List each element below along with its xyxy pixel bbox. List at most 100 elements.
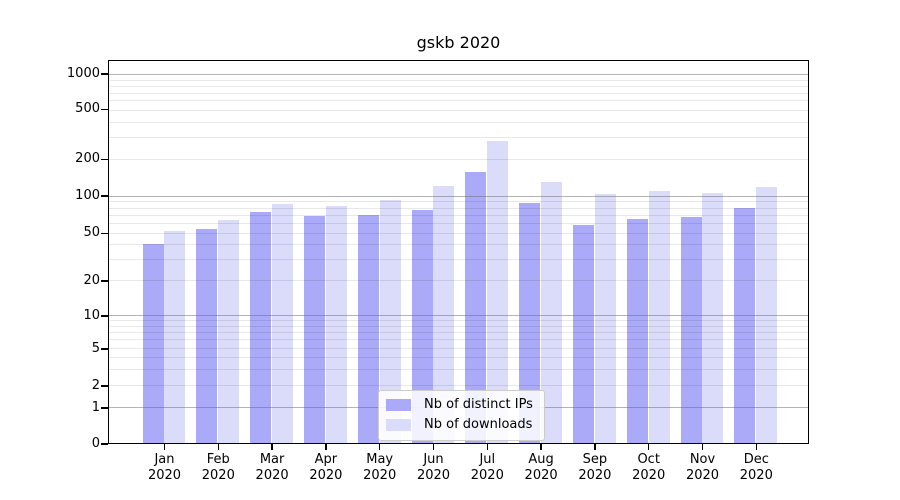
major-gridline	[109, 195, 808, 197]
y-tick-mark	[101, 385, 108, 387]
legend-swatch-distinct-ips	[386, 398, 411, 412]
y-tick-mark	[101, 315, 108, 317]
bar-distinct-ips-sep	[573, 224, 594, 443]
chart-title: gskb 2020	[416, 33, 501, 52]
minor-gridline	[109, 244, 808, 246]
y-tick-label: 2	[91, 378, 100, 394]
y-tick-mark	[101, 195, 108, 197]
minor-gridline	[109, 384, 808, 386]
minor-gridline	[109, 339, 808, 341]
bar-distinct-ips-dec	[734, 208, 756, 443]
minor-gridline	[109, 109, 808, 111]
x-tick-mark	[755, 444, 758, 450]
y-tick-label: 200	[75, 151, 100, 167]
minor-gridline	[109, 320, 808, 322]
y-tick-label: 1000	[66, 66, 100, 82]
x-tick-label: May 2020	[363, 452, 397, 483]
x-tick-label: Mar 2020	[255, 452, 289, 483]
legend-item-downloads: Nb of downloads	[386, 415, 538, 435]
bar-downloads-dec	[756, 187, 778, 443]
bar-distinct-ips-may	[357, 215, 379, 443]
x-tick-mark	[432, 444, 435, 450]
bar-downloads-sep	[594, 193, 616, 443]
minor-gridline	[109, 201, 808, 203]
y-tick-mark	[101, 108, 108, 111]
bar-distinct-ips-nov	[680, 216, 702, 443]
x-tick-label: Sep 2020	[578, 452, 612, 483]
legend-item-distinct-ips: Nb of distinct IPs	[386, 395, 538, 415]
minor-gridline	[109, 214, 808, 216]
bar-downloads-jul	[487, 140, 509, 443]
major-gridline	[109, 74, 808, 76]
minor-gridline	[109, 100, 808, 102]
minor-gridline	[109, 121, 808, 123]
plot-area	[108, 60, 809, 444]
minor-gridline	[109, 325, 808, 327]
bar-distinct-ips-apr	[304, 216, 325, 443]
x-tick-label: Feb 2020	[201, 452, 235, 483]
y-tick-mark	[101, 348, 108, 350]
x-tick-mark	[647, 444, 650, 450]
minor-gridline	[109, 79, 808, 81]
legend-label-distinct-ips: Nb of distinct IPs	[424, 397, 533, 412]
x-tick-mark	[540, 444, 542, 450]
legend: Nb of distinct IPs Nb of downloads	[378, 390, 545, 441]
y-tick-label: 10	[83, 308, 100, 323]
minor-gridline	[109, 259, 808, 261]
bar-distinct-ips-mar	[250, 212, 272, 443]
y-tick-label: 100	[75, 188, 100, 203]
bar-downloads-jun	[433, 186, 455, 443]
y-tick-mark	[101, 158, 108, 161]
x-tick-mark	[217, 444, 220, 450]
minor-gridline	[109, 356, 808, 358]
bar-distinct-ips-oct	[626, 218, 648, 443]
x-tick-mark	[378, 444, 381, 450]
x-tick-mark	[163, 444, 166, 450]
legend-label-downloads: Nb of downloads	[424, 417, 533, 432]
minor-gridline	[109, 223, 808, 225]
minor-gridline	[109, 332, 808, 334]
y-tick-label: 500	[75, 101, 100, 117]
y-tick-label: 1	[91, 400, 100, 416]
y-tick-mark	[101, 232, 108, 235]
bar-downloads-aug	[541, 182, 562, 443]
bar-downloads-feb	[218, 220, 240, 443]
x-tick-mark	[486, 444, 489, 450]
minor-gridline	[109, 368, 808, 370]
x-tick-mark	[271, 444, 273, 450]
x-tick-label: Jun 2020	[416, 452, 451, 483]
bar-distinct-ips-jan	[142, 243, 164, 443]
y-tick-label: 0	[91, 436, 100, 451]
bar-distinct-ips-jun	[411, 210, 433, 443]
bar-distinct-ips-aug	[519, 203, 541, 443]
x-tick-label: Oct 2020	[632, 452, 666, 483]
x-tick-label: Jan 2020	[147, 452, 182, 483]
y-tick-mark	[101, 280, 108, 282]
minor-gridline	[109, 280, 808, 282]
x-tick-label: Apr 2020	[309, 452, 343, 483]
minor-gridline	[109, 137, 808, 139]
minor-gridline	[109, 159, 808, 161]
x-tick-label: Nov 2020	[685, 452, 720, 483]
bar-distinct-ips-feb	[196, 229, 218, 443]
x-tick-label: Aug 2020	[524, 452, 558, 483]
bar-distinct-ips-jul	[465, 171, 487, 443]
y-tick-label: 50	[83, 225, 100, 241]
x-tick-label: Dec 2020	[739, 452, 773, 483]
bar-downloads-mar	[272, 204, 293, 443]
legend-swatch-downloads	[386, 418, 411, 432]
bar-downloads-may	[379, 200, 401, 443]
x-tick-mark	[701, 444, 704, 450]
minor-gridline	[109, 207, 808, 209]
bar-downloads-apr	[325, 206, 347, 443]
y-tick-mark	[101, 73, 108, 75]
minor-gridline	[109, 85, 808, 87]
minor-gridline	[109, 92, 808, 94]
y-tick-label: 20	[83, 272, 100, 288]
minor-gridline	[109, 348, 808, 349]
x-tick-mark	[594, 444, 596, 450]
bar-downloads-nov	[702, 192, 724, 443]
bar-downloads-jan	[164, 231, 186, 443]
x-tick-label: Jul 2020	[470, 452, 504, 483]
